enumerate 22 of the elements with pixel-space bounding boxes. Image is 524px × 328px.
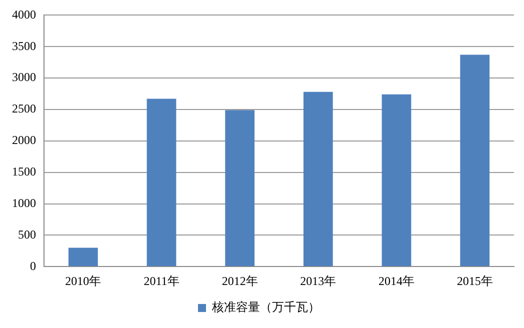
legend-label: 核准容量（万千瓦）: [211, 300, 320, 314]
bar: [146, 98, 176, 266]
bar: [303, 92, 333, 266]
y-tick-label: 1500: [12, 164, 36, 178]
bar: [382, 94, 412, 266]
y-tick-label: 0: [30, 258, 36, 273]
y-tick-label: 500: [18, 227, 36, 242]
x-tick-label: 2011年: [144, 274, 180, 288]
y-tick-label: 3000: [12, 70, 36, 84]
x-tick-label: 2012年: [222, 274, 258, 288]
y-tick-label: 2000: [12, 133, 36, 148]
y-tick-label: 1000: [12, 196, 36, 210]
bar: [68, 248, 98, 266]
y-tick-label: 2500: [12, 102, 36, 116]
x-tick-label: 2010年: [65, 274, 102, 288]
y-tick-label: 3500: [12, 38, 36, 53]
bar: [225, 110, 255, 266]
y-tick-label: 4000: [12, 7, 36, 22]
x-tick-label: 2015年: [456, 274, 493, 288]
x-tick-label: 2014年: [378, 274, 414, 288]
bar: [460, 54, 490, 266]
x-tick-label: 2013年: [300, 274, 336, 288]
